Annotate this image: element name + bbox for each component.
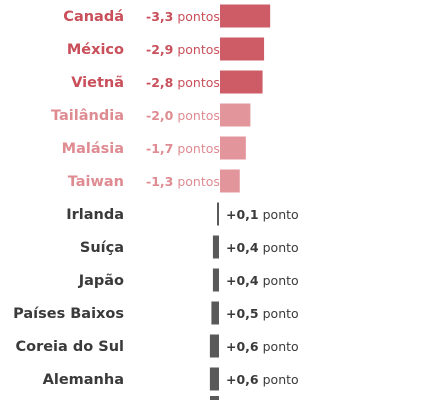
value-label-vietna: -2,8 pontos xyxy=(146,75,220,90)
bar-row-tailandia: Tailândia -2,0 pontos xyxy=(51,103,251,127)
value-label-suica: +0,4 ponto xyxy=(226,240,299,255)
country-label-malasia: Malásia xyxy=(62,141,124,157)
bar-cropped-next-row xyxy=(210,396,219,400)
value-unit-malasia: pontos xyxy=(177,141,220,156)
bar-row-suica: Suíça +0,4 ponto xyxy=(80,235,299,259)
value-unit-paises-baixos: ponto xyxy=(263,306,299,321)
country-label-canada: Canadá xyxy=(63,9,124,25)
value-label-paises-baixos: +0,5 ponto xyxy=(226,306,299,321)
bar-vietna xyxy=(220,70,263,94)
bar-malasia xyxy=(220,136,246,160)
value-label-tailandia: -2,0 pontos xyxy=(146,108,220,123)
value-number-coreia-do-sul: +0,6 xyxy=(226,339,259,354)
value-number-japao: +0,4 xyxy=(226,273,259,288)
country-label-suica: Suíça xyxy=(80,240,124,256)
value-label-irlanda: +0,1 ponto xyxy=(226,207,299,222)
value-unit-taiwan: pontos xyxy=(177,174,220,189)
bar-paises-baixos xyxy=(211,301,219,325)
value-number-vietna: -2,8 xyxy=(146,75,173,90)
bar-taiwan xyxy=(220,169,240,193)
value-number-mexico: -2,9 xyxy=(146,42,173,57)
value-label-japao: +0,4 ponto xyxy=(226,273,299,288)
bar-row-japao: Japão +0,4 ponto xyxy=(78,268,299,292)
country-label-japao: Japão xyxy=(78,273,124,289)
value-number-alemanha: +0,6 xyxy=(226,372,259,387)
value-unit-mexico: pontos xyxy=(177,42,220,57)
value-unit-suica: ponto xyxy=(263,240,299,255)
bar-japao xyxy=(212,268,219,292)
bar-suica xyxy=(212,235,219,259)
bar-mexico xyxy=(220,37,265,61)
value-unit-tailandia: pontos xyxy=(177,108,220,123)
value-label-canada: -3,3 pontos xyxy=(146,9,220,24)
value-number-paises-baixos: +0,5 xyxy=(226,306,259,321)
value-number-irlanda: +0,1 xyxy=(226,207,259,222)
country-label-mexico: México xyxy=(67,42,124,58)
value-label-alemanha: +0,6 ponto xyxy=(226,372,299,387)
country-label-paises-baixos: Países Baixos xyxy=(13,306,124,322)
value-unit-irlanda: ponto xyxy=(263,207,299,222)
bar-coreia-do-sul xyxy=(209,334,219,358)
bar-irlanda xyxy=(217,202,219,226)
bar-canada xyxy=(220,4,271,28)
bar-row-canada: Canadá -3,3 pontos xyxy=(63,4,271,28)
bar-row-alemanha: Alemanha +0,6 ponto xyxy=(43,367,299,391)
value-unit-vietna: pontos xyxy=(177,75,220,90)
value-number-tailandia: -2,0 xyxy=(146,108,174,123)
country-label-coreia-do-sul: Coreia do Sul xyxy=(15,339,124,355)
value-label-taiwan: -1,3 pontos xyxy=(146,174,220,189)
country-label-tailandia: Tailândia xyxy=(51,108,124,124)
bar-row-vietna: Vietnã -2,8 pontos xyxy=(71,70,263,94)
value-number-taiwan: -1,3 xyxy=(146,174,173,189)
value-label-mexico: -2,9 pontos xyxy=(146,42,220,57)
value-unit-coreia-do-sul: ponto xyxy=(263,339,299,354)
value-unit-japao: ponto xyxy=(263,273,299,288)
bar-alemanha xyxy=(209,367,219,391)
value-number-canada: -3,3 xyxy=(146,9,173,24)
bar-row-malasia: Malásia -1,7 pontos xyxy=(62,136,246,160)
bar-row-taiwan: Taiwan -1,3 pontos xyxy=(68,169,240,193)
value-unit-alemanha: ponto xyxy=(263,372,299,387)
bar-row-mexico: México -2,9 pontos xyxy=(67,37,265,61)
country-label-irlanda: Irlanda xyxy=(66,207,124,223)
value-number-suica: +0,4 xyxy=(226,240,259,255)
bar-row-paises-baixos: Países Baixos +0,5 ponto xyxy=(13,301,299,325)
bar-row-irlanda: Irlanda +0,1 ponto xyxy=(66,202,299,226)
bar-row-coreia-do-sul: Coreia do Sul +0,6 ponto xyxy=(15,334,299,358)
value-unit-canada: pontos xyxy=(177,9,220,24)
value-label-coreia-do-sul: +0,6 ponto xyxy=(226,339,299,354)
bar-tailandia xyxy=(220,103,251,127)
country-label-alemanha: Alemanha xyxy=(43,372,124,388)
country-label-taiwan: Taiwan xyxy=(68,174,124,190)
value-number-malasia: -1,7 xyxy=(146,141,173,156)
value-label-malasia: -1,7 pontos xyxy=(146,141,220,156)
country-label-vietna: Vietnã xyxy=(71,75,124,91)
